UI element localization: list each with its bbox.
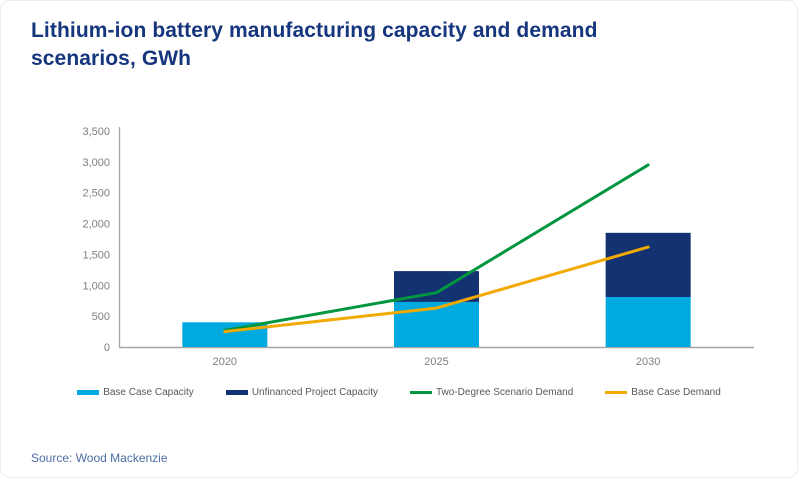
series-line-base-case-demand: [223, 245, 650, 334]
y-tick-label: 1,500: [82, 249, 110, 261]
chart-title: Lithium-ion battery manufacturing capaci…: [31, 19, 598, 70]
y-tick-label: 0: [104, 342, 110, 354]
bar-segment-base-case-capacity-2030: [605, 297, 691, 347]
legend-label: Two-Degree Scenario Demand: [436, 387, 574, 398]
legend-label: Base Case Capacity: [103, 387, 194, 398]
x-tick-label: 2025: [424, 356, 448, 368]
y-tick-label: 2,500: [82, 188, 110, 200]
x-tick-label: 2020: [213, 356, 237, 368]
legend-item-base-case-demand: Base Case Demand: [605, 387, 721, 398]
x-tick-label: 2030: [636, 356, 660, 368]
y-tick-label: 500: [92, 311, 110, 323]
y-tick-label: 3,000: [82, 157, 110, 169]
legend-swatch: [225, 390, 248, 395]
legend-item-two-degree-scenario-demand: Two-Degree Scenario Demand: [410, 387, 573, 398]
legend-label: Unfinanced Project Capacity: [251, 387, 378, 398]
y-tick-label: 3,500: [82, 126, 110, 138]
legend-swatch: [605, 391, 628, 394]
source-note: Source: Wood Mackenzie: [31, 451, 168, 465]
y-tick-label: 2,000: [82, 219, 110, 231]
legend-swatch: [410, 391, 432, 394]
y-tick-label: 1,000: [82, 280, 110, 292]
legend-item-base-case-capacity: Base Case Capacity: [77, 387, 194, 398]
legend: Base Case Capacity Unfinanced Project Cap…: [1, 387, 797, 398]
legend-label: Base Case Demand: [631, 387, 721, 398]
legend-swatch: [77, 390, 100, 395]
bar-segment-unfinanced-project-capacity-2030: [605, 232, 691, 298]
series-line-two-degree-scenario-demand: [223, 163, 650, 332]
legend-item-unfinanced-project-capacity: Unfinanced Project Capacity: [225, 387, 378, 398]
